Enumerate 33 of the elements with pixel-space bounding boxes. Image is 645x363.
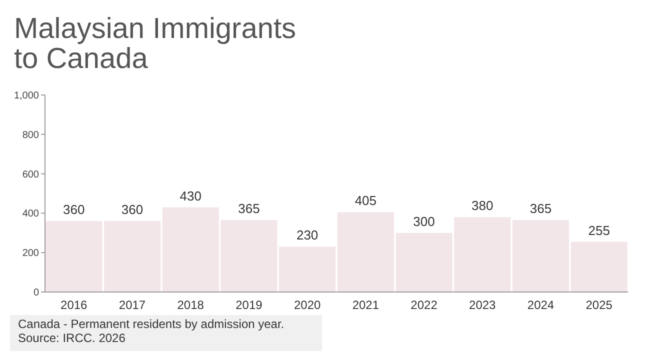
y-tick-label: 600 xyxy=(22,169,40,180)
y-tick-label: 400 xyxy=(22,208,40,220)
data-label: 230 xyxy=(296,228,318,243)
bar xyxy=(46,221,102,292)
bar xyxy=(570,242,628,292)
y-tick-label: 0 xyxy=(33,288,40,298)
data-label: 365 xyxy=(238,201,260,216)
chart-title: Malaysian Immigrants to Canada xyxy=(14,13,296,75)
data-label: 360 xyxy=(63,202,85,218)
x-tick-label: 2016 xyxy=(60,298,88,312)
bar xyxy=(104,221,161,292)
x-tick-label: 2023 xyxy=(469,298,496,312)
data-label: 380 xyxy=(472,198,494,214)
y-tick-label: 1,000 xyxy=(14,90,40,102)
x-tick-label: 2025 xyxy=(586,298,613,312)
data-label: 405 xyxy=(354,193,377,208)
x-tick-label: 2017 xyxy=(118,298,146,312)
data-label: 430 xyxy=(180,188,202,204)
y-tick-label: 800 xyxy=(22,130,40,141)
data-label: 365 xyxy=(530,201,552,216)
text: Canada - Permanent residents by admission year. xyxy=(18,317,284,331)
x-tick-label: 2018 xyxy=(177,298,204,312)
data-label: 255 xyxy=(588,222,610,238)
x-tick-label: 2024 xyxy=(527,298,554,312)
bar xyxy=(512,220,570,292)
x-tick-label: 2020 xyxy=(294,298,321,312)
y-tick-label: 200 xyxy=(22,248,40,260)
source-note: Source: IRCC. 2026 xyxy=(18,331,126,345)
data-label: 300 xyxy=(413,214,435,229)
x-tick-label: 2021 xyxy=(352,298,380,312)
data-label: 360 xyxy=(121,202,144,218)
x-tick-label: 2022 xyxy=(410,298,438,312)
x-tick-label: 2019 xyxy=(236,298,263,312)
